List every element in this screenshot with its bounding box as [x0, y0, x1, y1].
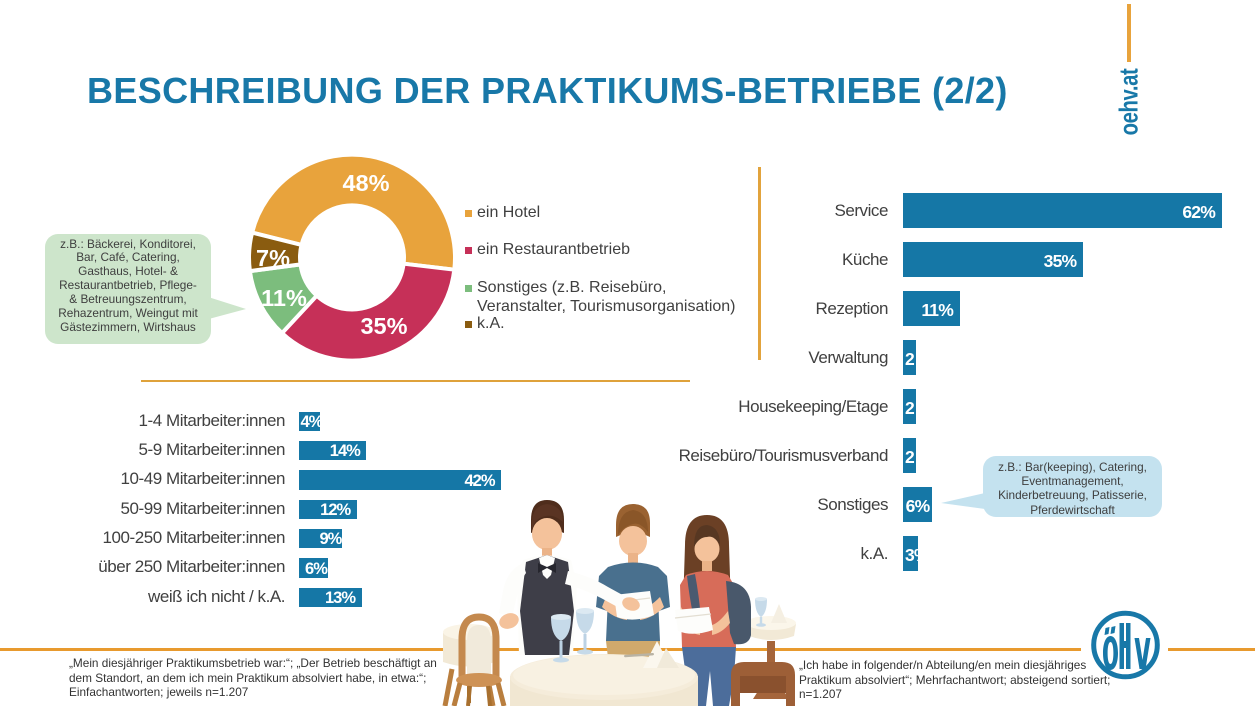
svg-text:7%: 7%: [256, 245, 290, 271]
svg-text:11%: 11%: [261, 285, 307, 311]
svg-text:48%: 48%: [342, 170, 389, 196]
svg-text:35%: 35%: [360, 313, 407, 339]
